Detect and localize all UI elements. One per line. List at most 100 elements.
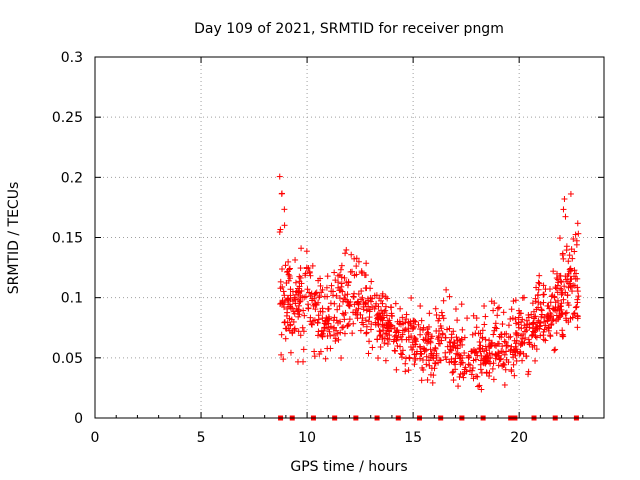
data-point: [432, 360, 439, 367]
x-tick-label: 20: [510, 430, 528, 446]
data-point: [418, 377, 425, 384]
data-point: [474, 352, 481, 359]
data-point: [519, 316, 526, 323]
data-point: [296, 298, 303, 305]
data-point: [341, 295, 348, 302]
data-point: [459, 355, 466, 362]
data-point: [490, 307, 497, 314]
data-point: [572, 231, 579, 238]
data-point: [540, 291, 547, 298]
data-point: [435, 332, 442, 339]
data-point: [397, 333, 404, 340]
data-point: [446, 293, 453, 300]
data-point: [413, 338, 420, 345]
axes: [94, 56, 605, 419]
data-point: [463, 368, 470, 375]
data-point: [562, 273, 569, 280]
data-point: [571, 267, 578, 274]
data-point: [457, 341, 464, 348]
data-point: [500, 309, 507, 316]
data-point: [448, 358, 455, 365]
data-point: [533, 284, 540, 291]
data-point: [362, 300, 369, 307]
data-point: [469, 367, 476, 374]
tick-labels: 0 5 10 15 20 0 0.05 0.1 0.15 0.2 0.25 0.3: [52, 50, 528, 446]
data-point: [369, 344, 376, 351]
data-point: [388, 310, 395, 317]
data-point: [330, 288, 337, 295]
data-point: [554, 297, 561, 304]
data-point: [426, 310, 433, 317]
data-point: [530, 308, 537, 315]
data-point: [331, 269, 338, 276]
data-point: [346, 303, 353, 310]
data-point: [453, 334, 460, 341]
data-point: [314, 320, 321, 327]
data-point: [481, 303, 488, 310]
data-point: [334, 330, 341, 337]
data-point: [379, 334, 386, 341]
data-point: [377, 328, 384, 335]
data-point: [503, 348, 510, 355]
data-point: [417, 331, 424, 338]
data-point: [346, 301, 353, 308]
data-point: [421, 348, 428, 355]
data-point: [384, 340, 391, 347]
data-point: [344, 282, 351, 289]
y-tick-label: 0.2: [61, 170, 83, 186]
data-point: [571, 310, 578, 317]
data-point: [382, 307, 389, 314]
data-point: [283, 325, 290, 332]
data-point: [512, 316, 519, 323]
data-point: [474, 373, 481, 380]
data-point: [525, 368, 532, 375]
data-point: [321, 293, 328, 300]
data-point: [364, 295, 371, 302]
data-point: [398, 336, 405, 343]
data-point: [302, 293, 309, 300]
data-point: [491, 342, 498, 349]
data-point: [388, 304, 395, 311]
data-point: [336, 303, 343, 310]
data-point: [339, 310, 346, 317]
data-point: [326, 328, 333, 335]
data-point: [373, 292, 380, 299]
data-point: [311, 353, 318, 360]
data-point: [508, 306, 515, 313]
data-point: [449, 369, 456, 376]
data-point: [541, 326, 548, 333]
data-point: [306, 289, 313, 296]
chart-title: Day 109 of 2021, SRMTID for receiver png…: [194, 21, 504, 37]
data-point: [336, 287, 343, 294]
data-point: [574, 299, 581, 306]
data-point: [567, 265, 574, 272]
data-point: [550, 268, 557, 275]
data-point: [297, 292, 304, 299]
data-point: [496, 304, 503, 311]
data-point: [300, 328, 307, 335]
data-point: [565, 319, 572, 326]
data-point: [344, 323, 351, 330]
data-point: [518, 340, 525, 347]
data-point: [405, 367, 412, 374]
data-point: [505, 322, 512, 329]
x-tick-label: 10: [298, 430, 316, 446]
data-point: [280, 356, 287, 363]
data-point: [488, 298, 495, 305]
data-point: [355, 258, 362, 265]
data-point: [397, 350, 404, 357]
data-point: [285, 258, 292, 265]
data-point: [423, 361, 430, 368]
data-point: [550, 316, 557, 323]
data-point: [375, 355, 382, 362]
data-point: [562, 310, 569, 317]
data-point: [490, 331, 497, 338]
data-point: [446, 349, 453, 356]
data-point: [434, 336, 441, 343]
data-point: [510, 298, 517, 305]
data-point: [300, 358, 307, 365]
data-point: [477, 348, 484, 355]
data-point: [533, 323, 540, 330]
data-point: [515, 321, 522, 328]
